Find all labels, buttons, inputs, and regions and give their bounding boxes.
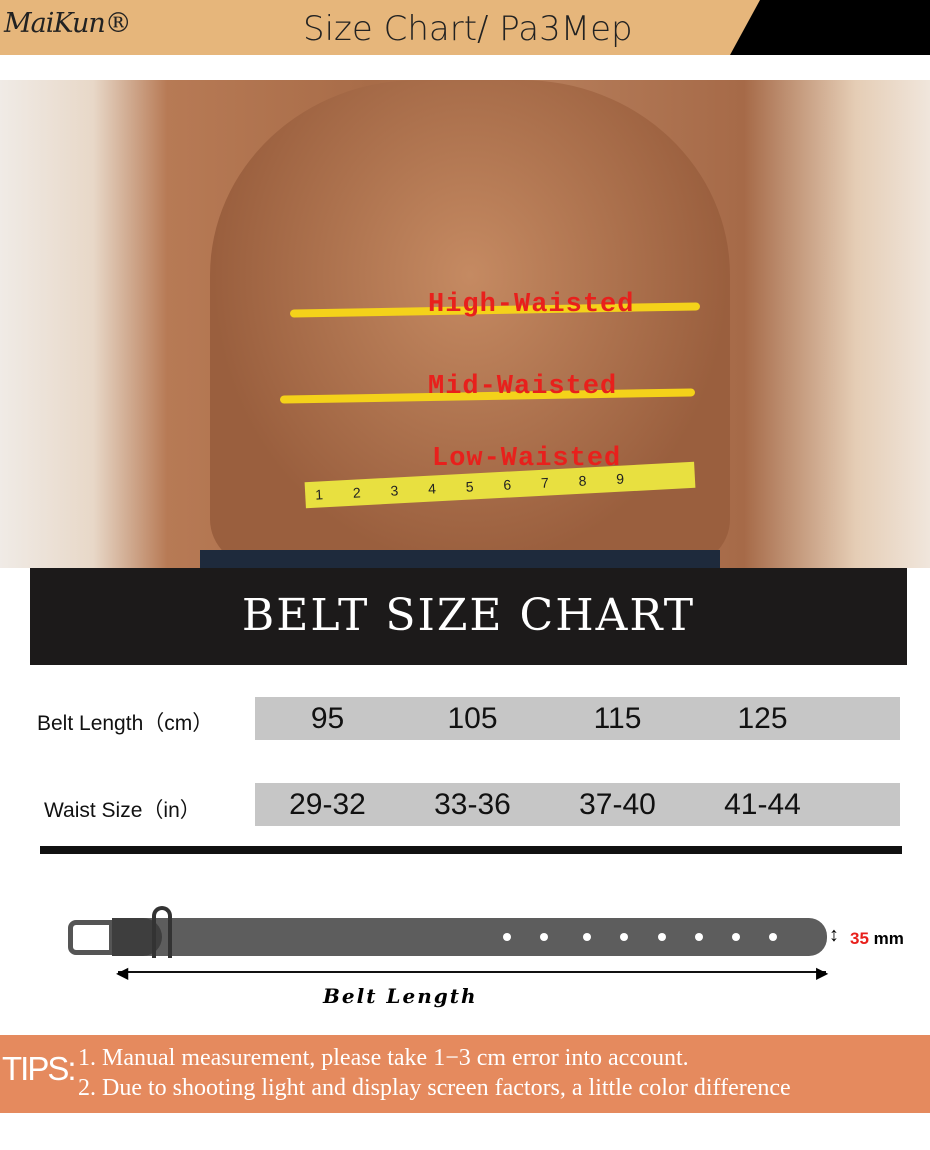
belt-hole — [540, 933, 548, 941]
belt-width-unit: mm — [873, 929, 904, 948]
arrow-right-head: ▶ — [816, 965, 829, 982]
tip-line: 1. Manual measurement, please take 1−3 c… — [78, 1045, 689, 1071]
brand-logo: MaiKun® — [4, 8, 132, 39]
tips-band: TIPS: 1. Manual measurement, please take… — [0, 1035, 930, 1113]
table-cell: 29-32 — [289, 788, 366, 821]
width-arrow-icon: ↕ — [829, 924, 839, 946]
table-cell: 37-40 — [579, 788, 656, 821]
table-cell: 125 — [737, 702, 788, 735]
chart-banner: BELT SIZE CHART — [30, 568, 907, 665]
length-arrow-icon — [118, 971, 826, 973]
model-photo: High-Waisted Mid-Waisted 1 2 3 4 5 6 7 8… — [0, 80, 930, 568]
tip-line: 2. Due to shooting light and display scr… — [78, 1075, 791, 1101]
belt-hole — [732, 933, 740, 941]
chart-title: BELT SIZE CHART — [241, 590, 696, 641]
table-cell: 33-36 — [434, 788, 511, 821]
low-waist-label: Low-Waisted — [432, 444, 622, 474]
tips-label: TIPS: — [2, 1050, 77, 1087]
belt-width: 35 mm — [850, 929, 904, 949]
belt-length-row: 95 105 115 125 — [255, 697, 900, 740]
belt-hole — [583, 933, 591, 941]
belt-buckle — [68, 920, 114, 955]
waist-size-row: 29-32 33-36 37-40 41-44 — [255, 783, 900, 826]
arrow-left-head: ◀ — [116, 965, 129, 982]
belt-length-label: Belt Length — [323, 984, 478, 1008]
table-cell: 41-44 — [724, 788, 801, 821]
pants — [200, 550, 720, 568]
table-cell: 105 — [447, 702, 498, 735]
belt-hole — [658, 933, 666, 941]
belt-hole — [503, 933, 511, 941]
high-waist-label: High-Waisted — [428, 290, 635, 320]
table-cell: 115 — [593, 702, 642, 735]
row-label-waist-size: Waist Size（in） — [44, 799, 201, 822]
mid-waist-label: Mid-Waisted — [428, 372, 618, 402]
belt-strap — [112, 918, 827, 956]
divider — [40, 846, 902, 854]
row-label-belt-length: Belt Length（cm） — [37, 712, 214, 735]
belt-loop — [152, 906, 172, 958]
belt-hole — [620, 933, 628, 941]
belt-hole — [769, 933, 777, 941]
header-black-accent — [730, 0, 930, 55]
table-cell: 95 — [310, 702, 345, 735]
belt-hole — [695, 933, 703, 941]
page-title: Size Chart/ Pa3Mep — [303, 9, 633, 49]
belt-width-value: 35 — [850, 929, 869, 948]
